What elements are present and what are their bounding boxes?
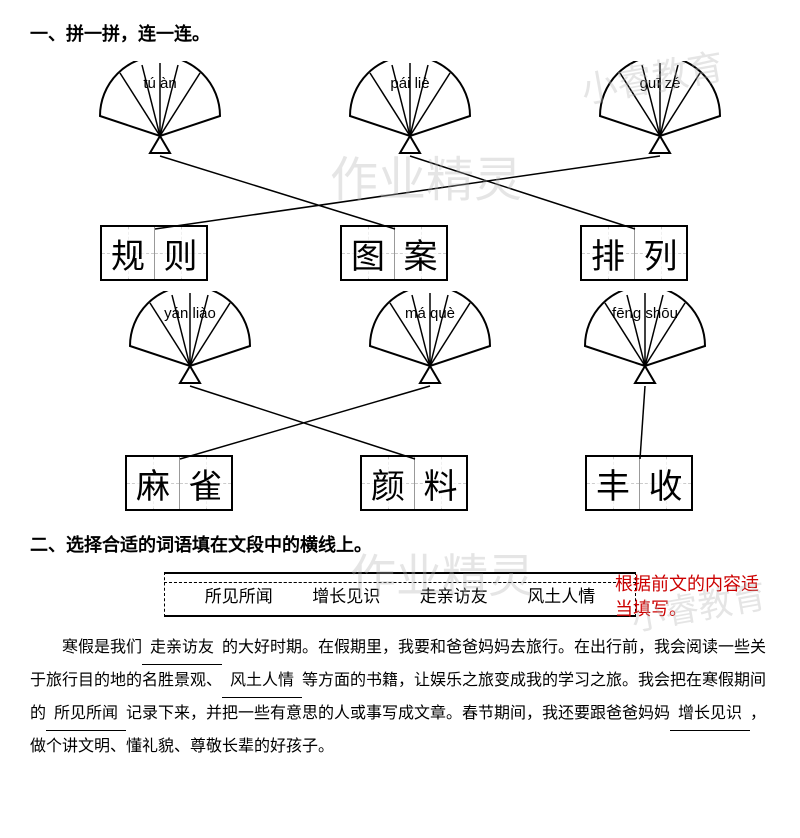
char-cell: 雀 (179, 457, 231, 509)
bank-word: 所见所闻 (205, 582, 273, 607)
word-bank: 所见所闻 增长见识 走亲访友 风土人情 (164, 572, 636, 617)
pinyin-label: guī zé (590, 75, 730, 92)
char-cell: 则 (154, 227, 206, 279)
blank-0[interactable]: 走亲访友 (142, 632, 222, 665)
char-cell: 麻 (127, 457, 179, 509)
fan-1: má què (360, 291, 500, 386)
fan-2: guī zé (590, 61, 730, 156)
pinyin-label: tú àn (90, 75, 230, 92)
fill-paragraph: 寒假是我们走亲访友的大好时期。在假期里，我要和爸爸妈妈去旅行。在出行前，我会阅读… (30, 632, 770, 763)
char-cell: 料 (414, 457, 466, 509)
blank-2[interactable]: 所见所闻 (46, 698, 126, 731)
fan-0: yán liào (120, 291, 260, 386)
fan-0: tú àn (90, 61, 230, 156)
word-box-2: 丰收 (585, 455, 693, 511)
pinyin-label: má què (360, 305, 500, 322)
char-cell: 颜 (362, 457, 414, 509)
match-row-1: tú àn pái liè guī zé 规则 图案 排列 (30, 61, 770, 281)
char-cell: 排 (582, 227, 634, 279)
char-cell: 丰 (587, 457, 639, 509)
section1-title: 一、拼一拼，连一连。 (30, 20, 770, 46)
word-box-1: 图案 (340, 225, 448, 281)
bank-word: 风土人情 (527, 582, 595, 607)
fan-1: pái liè (340, 61, 480, 156)
char-cell: 案 (394, 227, 446, 279)
section2-title: 二、选择合适的词语填在文段中的横线上。 (30, 531, 770, 557)
word-box-0: 规则 (100, 225, 208, 281)
char-cell: 列 (634, 227, 686, 279)
char-cell: 规 (102, 227, 154, 279)
red-annotation: 根据前文的内容适当填写。 (615, 572, 775, 622)
match-row-2: yán liào má què fēng shōu 麻雀 颜料 丰收 (30, 291, 770, 511)
pinyin-label: fēng shōu (575, 305, 715, 322)
word-box-2: 排列 (580, 225, 688, 281)
blank-1[interactable]: 风土人情 (222, 665, 302, 698)
char-cell: 收 (639, 457, 691, 509)
word-box-0: 麻雀 (125, 455, 233, 511)
pinyin-label: yán liào (120, 305, 260, 322)
bank-word: 走亲访友 (420, 582, 488, 607)
blank-3[interactable]: 增长见识 (670, 698, 750, 731)
fan-2: fēng shōu (575, 291, 715, 386)
bank-word: 增长见识 (312, 582, 380, 607)
word-box-1: 颜料 (360, 455, 468, 511)
pinyin-label: pái liè (340, 75, 480, 92)
section2-body: 所见所闻增长见识走亲访友风土人情 根据前文的内容适当填写。 寒假是我们走亲访友的… (30, 572, 770, 763)
char-cell: 图 (342, 227, 394, 279)
worksheet: 一、拼一拼，连一连。 tú àn pái liè guī zé 规则 图案 排列 yán … (30, 20, 770, 763)
